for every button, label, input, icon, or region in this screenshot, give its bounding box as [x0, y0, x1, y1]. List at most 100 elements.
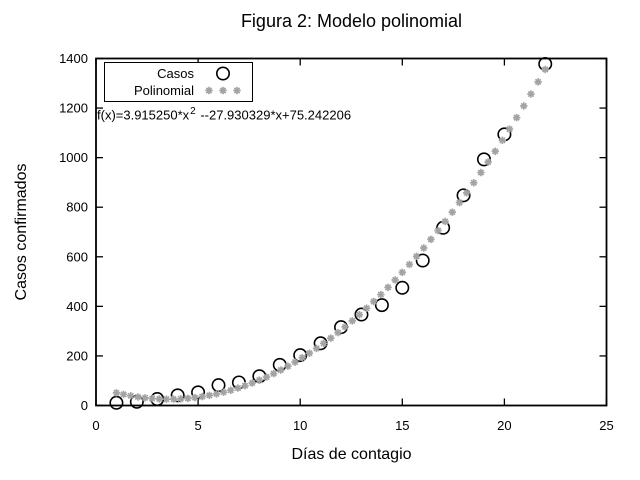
polinomial-point: [191, 394, 199, 401]
polinomial-point: [156, 395, 163, 403]
x-tick-label: 0: [92, 418, 99, 433]
polinomial-point: [256, 376, 263, 384]
polinomial-point: [120, 391, 127, 398]
plot-border: [95, 57, 608, 407]
polinomial-point: [170, 395, 177, 403]
polinomial-point: [113, 389, 120, 397]
polinomial-point: [263, 373, 270, 381]
asterisk-markers-icon: [205, 86, 241, 95]
casos-point: [109, 395, 124, 410]
open-circle-marker-icon: [215, 66, 230, 81]
polinomial-point: [299, 354, 306, 361]
polinomial-point: [406, 261, 413, 268]
polinomial-point: [206, 392, 213, 399]
polinomial-point: [270, 370, 277, 377]
polinomial-point: [356, 311, 363, 318]
y-tick-label: 0: [81, 398, 88, 413]
x-axis-label: Días de contagio: [291, 446, 412, 463]
polinomial-point: [198, 393, 206, 400]
legend-label-casos: Casos: [157, 66, 194, 81]
polinomial-point: [306, 350, 313, 357]
y-tick-label: 1400: [59, 51, 88, 66]
polinomial-point: [527, 90, 535, 98]
casos-point: [456, 188, 471, 203]
legend-asterisk-sample: [205, 87, 213, 94]
polinomial-point: [349, 317, 356, 325]
polinomial-point: [291, 358, 299, 366]
polinomial-point: [127, 392, 134, 400]
polinomial-point: [477, 169, 485, 176]
polinomial-point: [141, 394, 149, 402]
polinomial-point: [506, 125, 513, 133]
polinomial-point: [320, 340, 327, 347]
polinomial-point: [334, 329, 342, 336]
polinomial-point: [370, 298, 377, 305]
casos-point: [415, 253, 430, 268]
polinomial-point: [248, 379, 256, 387]
polinomial-point: [134, 393, 142, 401]
y-tick-label: 1200: [59, 101, 88, 116]
polinomial-point: [384, 284, 392, 291]
polinomial-point: [227, 387, 234, 394]
polinomial-point: [313, 345, 320, 352]
polinomial-point: [277, 366, 285, 374]
y-tick-label: 200: [66, 348, 88, 363]
polinomial-point: [456, 199, 463, 206]
polinomial-point: [484, 158, 492, 166]
x-tick-label: 20: [497, 418, 511, 433]
fit-equation-suffix: --27.930329*x+75.242206: [196, 107, 352, 123]
polinomial-point: [420, 244, 427, 252]
casos-point: [374, 298, 389, 313]
polinomial-point: [184, 395, 192, 402]
chart-title: Figura 2: Modelo polinomial: [240, 11, 463, 31]
polinomial-point: [163, 395, 170, 403]
polinomial-point: [413, 253, 420, 260]
polinomial-point: [284, 362, 292, 370]
polinomial-point: [491, 148, 499, 155]
x-tick-label: 15: [395, 418, 409, 433]
polinomial-point: [148, 395, 156, 402]
y-tick-label: 400: [66, 299, 88, 314]
polinomial-point: [363, 304, 370, 312]
casos-point: [395, 280, 410, 295]
polinomial-point: [399, 269, 406, 276]
legend-label-polinomial: Polinomial: [134, 83, 194, 98]
x-tick-label: 10: [293, 418, 307, 433]
legend-entry-casos: Casos: [105, 65, 252, 82]
polinomial-point: [213, 390, 220, 398]
polinomial-point: [327, 334, 335, 342]
polinomial-point: [434, 227, 442, 234]
polinomial-point: [499, 137, 506, 144]
casos-point: [354, 307, 369, 322]
polinomial-point: [470, 179, 477, 187]
x-tick-label: 5: [194, 418, 201, 433]
polinomial-point: [449, 208, 456, 216]
polinomial-point: [513, 114, 520, 121]
casos-point: [170, 388, 185, 403]
polinomial-point: [542, 66, 549, 73]
x-tick-label: 25: [599, 418, 613, 433]
polinomial-point: [377, 291, 385, 298]
legend-entry-polinomial: Polinomial: [105, 82, 252, 99]
legend-circle-sample: [215, 66, 230, 81]
fit-equation-prefix: f(x)=3.915250*x: [97, 107, 190, 123]
legend-box: Casos Polinomial: [104, 62, 253, 102]
polinomial-point: [177, 395, 184, 403]
polinomial-point: [534, 78, 542, 86]
polinomial-point: [427, 236, 435, 243]
polinomial-point: [241, 382, 249, 389]
fit-equation-exponent: 2: [190, 106, 196, 117]
casos-point: [191, 385, 206, 400]
polinomial-point: [220, 388, 227, 396]
legend-asterisk-sample: [233, 87, 241, 94]
polinomial-point: [234, 384, 242, 392]
y-tick-label: 1000: [59, 150, 88, 165]
legend-asterisk-sample: [219, 87, 227, 94]
y-tick-label: 600: [66, 249, 88, 264]
polinomial-point: [463, 189, 470, 197]
polinomial-point: [391, 276, 399, 284]
y-tick-label: 800: [66, 200, 88, 215]
polinomial-point: [520, 102, 528, 110]
